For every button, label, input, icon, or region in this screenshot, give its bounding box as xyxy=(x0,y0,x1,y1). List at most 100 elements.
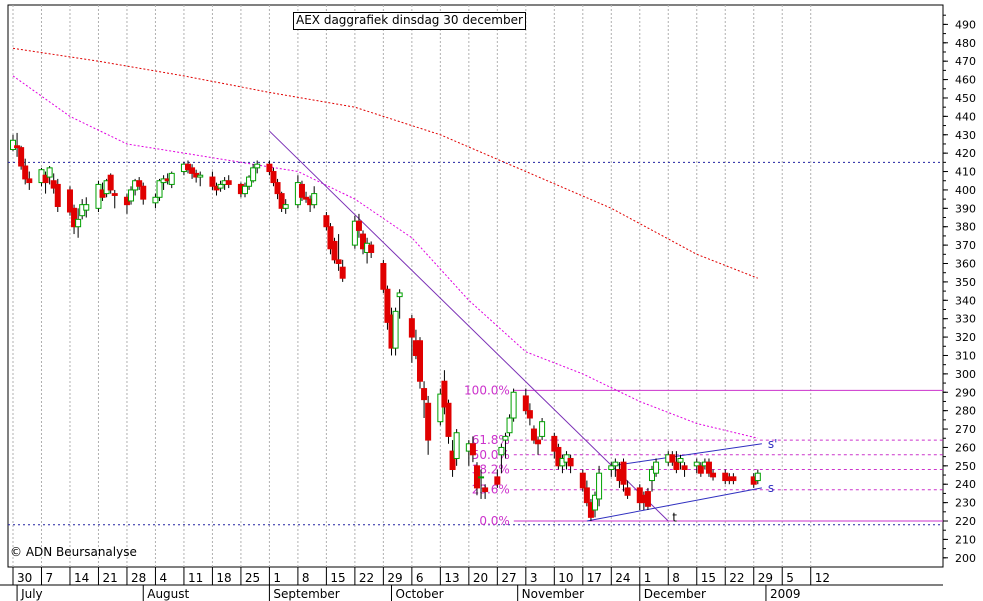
candle-body xyxy=(42,174,49,184)
candle-body xyxy=(494,476,501,485)
candle-body xyxy=(653,461,660,474)
month-label: September xyxy=(273,587,339,601)
candle-body xyxy=(311,193,318,206)
y-tick-label: 380 xyxy=(955,221,976,234)
y-tick-label: 230 xyxy=(955,497,976,510)
trendlines: s s' t xyxy=(269,130,777,524)
fib-level-label: 0.0% xyxy=(479,514,510,528)
x-tick-label: 13 xyxy=(444,571,459,585)
candle-body xyxy=(71,207,78,228)
trendline-label: s xyxy=(768,481,774,495)
candle-body xyxy=(384,288,391,323)
candle-body xyxy=(197,174,204,178)
y-tick-label: 370 xyxy=(955,239,976,252)
candle-body xyxy=(677,457,684,463)
candle-body xyxy=(54,183,61,207)
month-label: October xyxy=(396,587,444,601)
x-tick-label: 3 xyxy=(530,571,538,585)
y-tick-label: 200 xyxy=(955,552,976,565)
candle-body xyxy=(323,215,330,228)
y-tick-label: 490 xyxy=(955,18,976,31)
candle-body xyxy=(445,402,452,437)
x-tick-label: 8 xyxy=(302,571,310,585)
candle-body xyxy=(185,163,192,171)
candle-body xyxy=(608,465,615,471)
candle-body xyxy=(592,494,599,511)
candle-body xyxy=(644,491,651,507)
moving-averages xyxy=(12,47,758,439)
candle-body xyxy=(111,193,118,196)
candle-body xyxy=(449,450,456,471)
y-tick-label: 260 xyxy=(955,441,976,454)
x-tick-label: 5 xyxy=(786,571,794,585)
reference-lines xyxy=(8,161,943,526)
candle-body xyxy=(673,461,680,471)
candle-body xyxy=(396,292,403,298)
candle-body xyxy=(331,240,338,261)
candle-body xyxy=(469,443,476,456)
x-tick-label: 4 xyxy=(159,571,167,585)
x-tick-label: 15 xyxy=(330,571,345,585)
y-tick-label: 360 xyxy=(955,258,976,271)
candle-body xyxy=(551,435,558,452)
candle-body xyxy=(298,183,305,198)
candle-body xyxy=(478,476,485,479)
y-tick-label: 340 xyxy=(955,294,976,307)
axes: 2002102202302402502602702802903003103203… xyxy=(0,14,976,601)
x-tick-label: 24 xyxy=(615,571,630,585)
candle-body xyxy=(453,432,460,459)
candle-body xyxy=(75,218,82,228)
candle-body xyxy=(502,435,509,441)
annotation-label: t xyxy=(672,510,677,524)
y-tick-label: 410 xyxy=(955,166,976,179)
y-tick-label: 390 xyxy=(955,202,976,215)
ma-fast-line xyxy=(12,75,758,439)
month-label: August xyxy=(147,587,189,601)
y-tick-label: 470 xyxy=(955,55,976,68)
candle-body xyxy=(555,446,562,467)
y-tick-label: 430 xyxy=(955,129,976,142)
candle-body xyxy=(18,147,25,167)
candle-body xyxy=(441,380,448,408)
candle-body xyxy=(705,461,712,474)
y-tick-label: 420 xyxy=(955,147,976,160)
candle-body xyxy=(266,163,273,173)
x-tick-label: 17 xyxy=(587,571,602,585)
candle-body xyxy=(274,182,281,195)
y-tick-label: 350 xyxy=(955,276,976,289)
candle-body xyxy=(583,487,590,504)
ma-slow-line xyxy=(12,47,758,279)
fib-level-label: 100.0% xyxy=(464,383,510,397)
x-tick-label: 20 xyxy=(473,571,488,585)
candle-body xyxy=(522,395,529,412)
candle-body xyxy=(156,180,163,198)
y-tick-label: 300 xyxy=(955,368,976,381)
x-tick-label: 6 xyxy=(416,571,424,585)
candle-body xyxy=(425,402,432,441)
candle-body xyxy=(152,196,159,204)
candle-body xyxy=(168,172,175,185)
chart-title: AEX daggrafiek dinsdag 30 december xyxy=(293,12,526,30)
candle-body xyxy=(250,167,257,182)
candle-body xyxy=(498,446,505,456)
x-tick-label: 28 xyxy=(131,571,146,585)
candle-body xyxy=(327,226,334,250)
candle-body xyxy=(335,259,342,265)
candle-body xyxy=(697,465,704,474)
candle-body xyxy=(22,165,29,180)
y-tick-label: 290 xyxy=(955,386,976,399)
candle-body xyxy=(530,428,537,441)
y-tick-label: 480 xyxy=(955,37,976,50)
x-tick-label: 27 xyxy=(501,571,516,585)
y-tick-label: 270 xyxy=(955,423,976,436)
x-tick-label: 1 xyxy=(644,571,652,585)
candle-body xyxy=(355,220,362,231)
x-tick-label: 30 xyxy=(17,571,32,585)
candle-body xyxy=(596,472,603,500)
x-tick-label: 18 xyxy=(216,571,231,585)
candle-body xyxy=(539,421,546,437)
candle-body xyxy=(669,454,676,463)
candle-body xyxy=(754,472,761,482)
x-tick-label: 8 xyxy=(672,571,680,585)
fib-level-label: 61.8% xyxy=(472,433,510,447)
